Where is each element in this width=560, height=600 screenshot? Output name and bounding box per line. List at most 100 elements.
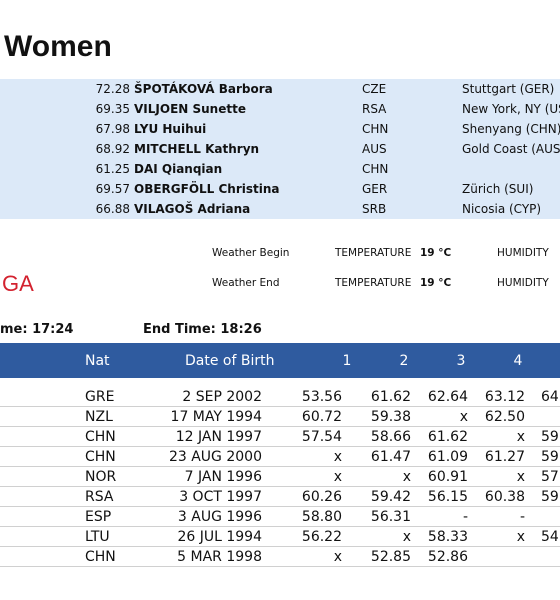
table-cell: x bbox=[333, 469, 342, 485]
temperature-label: TEMPERATURE bbox=[335, 247, 412, 259]
records-panel bbox=[0, 79, 560, 219]
table-cell: 17 MAY 1994 bbox=[170, 409, 262, 425]
table-cell: x bbox=[516, 469, 525, 485]
table-cell: 60.72 bbox=[301, 409, 342, 425]
row-separator bbox=[0, 446, 560, 447]
record-mark: 69.57 bbox=[95, 182, 130, 196]
table-cell: 59 bbox=[541, 429, 559, 445]
table-cell: - bbox=[462, 509, 468, 525]
record-venue: Zürich (SUI) bbox=[462, 182, 534, 196]
record-name: VILJOEN Sunette bbox=[134, 102, 246, 116]
table-cell: CHN bbox=[85, 429, 116, 445]
table-cell: 60.91 bbox=[427, 469, 468, 485]
record-mark: 67.98 bbox=[95, 122, 130, 136]
start-time: me: 17:24 bbox=[0, 322, 74, 337]
column-header: 1 bbox=[342, 353, 352, 369]
row-separator bbox=[0, 526, 560, 527]
humidity-label: HUMIDITY bbox=[497, 277, 549, 289]
table-cell: GRE bbox=[85, 389, 115, 405]
table-cell: 52.86 bbox=[427, 549, 468, 565]
record-venue: Gold Coast (AUS) bbox=[462, 142, 560, 156]
table-cell: x bbox=[459, 409, 468, 425]
record-mark: 66.88 bbox=[95, 202, 130, 216]
table-cell: 58.80 bbox=[301, 509, 342, 525]
table-cell: 59.38 bbox=[370, 409, 411, 425]
row-separator bbox=[0, 426, 560, 427]
column-header: Nat bbox=[85, 353, 110, 369]
table-cell: 56.31 bbox=[370, 509, 411, 525]
column-header: 2 bbox=[399, 353, 409, 369]
table-cell: 3 AUG 1996 bbox=[177, 509, 262, 525]
record-mark: 69.35 bbox=[95, 102, 130, 116]
table-cell: 61.62 bbox=[427, 429, 468, 445]
record-name: DAI Qianqian bbox=[134, 162, 223, 176]
table-cell: 5 MAR 1998 bbox=[177, 549, 262, 565]
record-mark: 72.28 bbox=[95, 82, 130, 96]
table-cell: 53.56 bbox=[301, 389, 342, 405]
table-header bbox=[0, 343, 560, 378]
table-cell: - bbox=[519, 509, 525, 525]
temperature: 19 °C bbox=[420, 247, 452, 259]
row-separator bbox=[0, 546, 560, 547]
temperature-label: TEMPERATURE bbox=[335, 277, 412, 289]
table-cell: 58.33 bbox=[427, 529, 468, 545]
record-venue: New York, NY (US bbox=[462, 102, 560, 116]
table-cell: CHN bbox=[85, 449, 116, 465]
humidity-label: HUMIDITY bbox=[497, 247, 549, 259]
record-venue: Nicosia (CYP) bbox=[462, 202, 542, 216]
row-separator bbox=[0, 466, 560, 467]
table-cell: 7 JAN 1996 bbox=[184, 469, 262, 485]
table-cell: 52.85 bbox=[370, 549, 411, 565]
table-cell: 59 bbox=[541, 449, 559, 465]
record-nat: AUS bbox=[362, 142, 387, 156]
table-cell: x bbox=[516, 529, 525, 545]
table-cell: 59.42 bbox=[370, 489, 411, 505]
record-nat: GER bbox=[362, 182, 388, 196]
table-cell: 64 bbox=[541, 389, 559, 405]
record-mark: 61.25 bbox=[95, 162, 130, 176]
table-cell: NZL bbox=[85, 409, 113, 425]
table-cell: 54 bbox=[541, 529, 559, 545]
record-venue: Stuttgart (GER) bbox=[462, 82, 555, 96]
table-cell: 62.64 bbox=[427, 389, 468, 405]
row-separator bbox=[0, 566, 560, 567]
record-venue: Shenyang (CHN) bbox=[462, 122, 560, 136]
table-cell: 60.38 bbox=[484, 489, 525, 505]
title: Women bbox=[4, 30, 112, 63]
table-cell: NOR bbox=[85, 469, 117, 485]
record-mark: 68.92 bbox=[95, 142, 130, 156]
column-header: Date of Birth bbox=[185, 354, 274, 368]
table-cell: 56.22 bbox=[301, 529, 342, 545]
table-cell: 63.12 bbox=[484, 389, 525, 405]
column-header: 3 bbox=[456, 353, 466, 369]
end-time: End Time: 18:26 bbox=[143, 322, 262, 337]
table-cell: 60.26 bbox=[301, 489, 342, 505]
record-nat: CZE bbox=[362, 82, 387, 96]
record-name: VILAGOŠ Adriana bbox=[134, 202, 251, 216]
weather-label: Weather End bbox=[212, 277, 280, 289]
table-cell: 23 AUG 2000 bbox=[168, 449, 262, 465]
table-cell: CHN bbox=[85, 549, 116, 565]
logo: GA bbox=[2, 271, 34, 296]
record-name: LYU Huihui bbox=[134, 122, 207, 136]
row-separator bbox=[0, 506, 560, 507]
table-cell: 61.62 bbox=[370, 389, 411, 405]
table-cell: x bbox=[402, 529, 411, 545]
table-cell: 2 SEP 2002 bbox=[182, 389, 262, 405]
temperature: 19 °C bbox=[420, 277, 452, 289]
row-separator bbox=[0, 406, 560, 407]
column-header: 4 bbox=[513, 353, 523, 369]
record-nat: RSA bbox=[362, 102, 387, 116]
table-cell: 26 JUL 1994 bbox=[177, 529, 262, 545]
record-name: ŠPOTÁKOVÁ Barbora bbox=[134, 82, 273, 96]
weather-label: Weather Begin bbox=[212, 247, 290, 259]
table-cell: LTU bbox=[85, 529, 110, 545]
record-name: MITCHELL Kathryn bbox=[134, 142, 260, 156]
record-nat: SRB bbox=[362, 202, 387, 216]
record-nat: CHN bbox=[362, 162, 389, 176]
table-cell: ESP bbox=[85, 509, 112, 525]
table-cell: x bbox=[333, 549, 342, 565]
record-nat: CHN bbox=[362, 122, 389, 136]
table-cell: 57 bbox=[541, 469, 559, 485]
